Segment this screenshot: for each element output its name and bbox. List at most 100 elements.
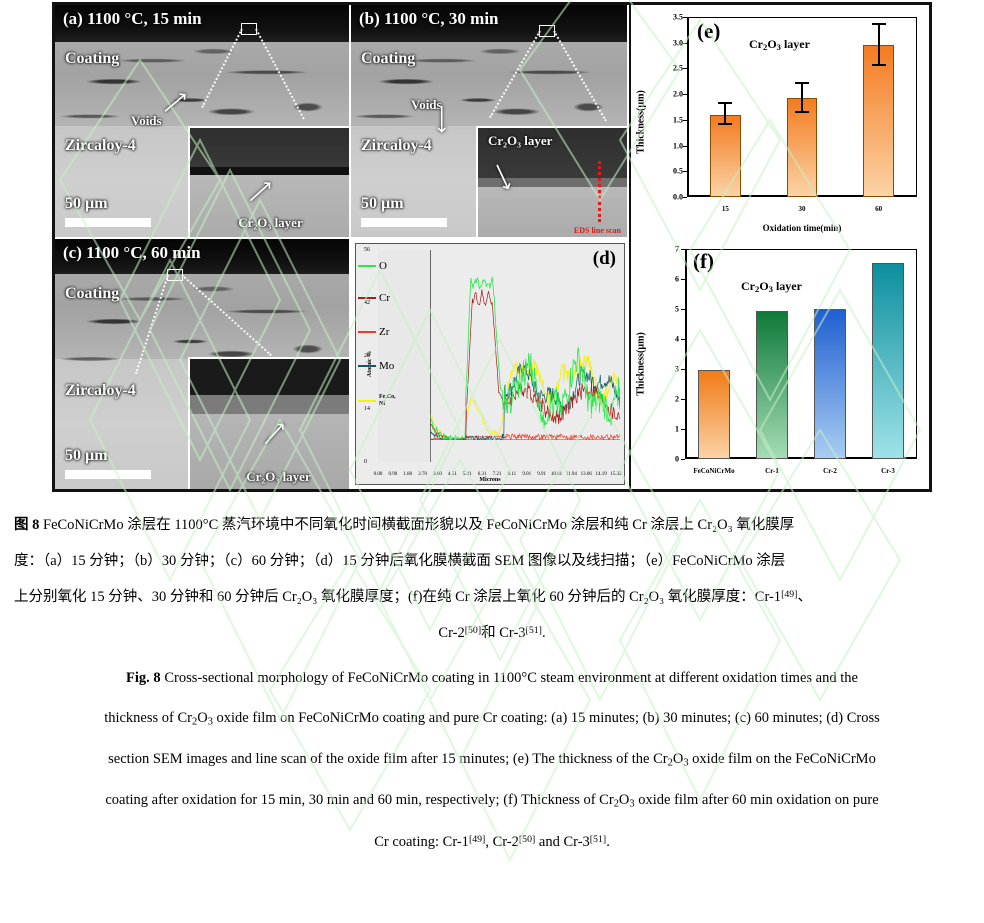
panel-a-id: (a) xyxy=(63,9,83,28)
caption-en-line-1: Fig. 8 Cross-sectional morphology of FeC… xyxy=(0,669,984,687)
caption-cn-line-2-text: 度：（a）15 分钟；（b）30 分钟；（c）60 分钟；（d）15 分钟后氧化… xyxy=(14,553,786,570)
caption-en-line-3-c: oxide film on the FeCoNiCrMo xyxy=(688,750,876,767)
caption-en-line-5: Cr coating: Cr-1[49], Cr-2[50] and Cr-3[… xyxy=(0,833,984,851)
zoom-region-box-a xyxy=(241,23,257,35)
panel-c-substrate-label: Zircaloy-4 xyxy=(65,381,136,399)
chart-f-ytick-label: 6 xyxy=(675,274,679,284)
scale-bar-a xyxy=(65,218,151,227)
caption-cn-period: . xyxy=(541,625,546,642)
caption-en-line-4: coating after oxidation for 15 min, 30 m… xyxy=(0,791,984,810)
caption-en-ref-49: [49] xyxy=(468,833,486,845)
chart-f-xtick-label: FeCoNiCrMo xyxy=(693,467,735,475)
panel-b-condition: 1100 °C, 30 min xyxy=(384,9,499,28)
panel-a-scale-label: 50 µm xyxy=(65,195,108,212)
caption-en-ref-51: [51] xyxy=(589,833,607,845)
inset-resin-a xyxy=(190,127,349,172)
panel-b-id: (b) xyxy=(359,9,380,28)
chart-e-ytick-mark xyxy=(683,42,687,44)
eds-line-scan-label: EDS line scan xyxy=(573,226,621,235)
panel-a-substrate-label: Zircaloy-4 xyxy=(65,137,136,155)
chart-d-xtick-label: 2.70 xyxy=(418,472,427,477)
chart-f-ytick-label: 0 xyxy=(675,454,679,464)
chart-d-xtick-label: 13.06 xyxy=(580,472,592,477)
chart-f-bar xyxy=(872,263,904,459)
caption-en-line-4-b: O xyxy=(618,792,630,809)
chart-d-xtick-label: 3.60 xyxy=(433,472,442,477)
panel-c-condition: 1100 °C, 60 min xyxy=(86,243,201,262)
chart-e-error-cap xyxy=(871,63,886,66)
chart-d-xtick-label: 0.90 xyxy=(388,472,398,477)
chart-e-y-axis-label: Thickness(µm) xyxy=(635,90,647,154)
chart-e-panel-label: (e) xyxy=(697,19,721,43)
chart-e-error-cap xyxy=(871,22,886,25)
chart-f-ytick-mark xyxy=(681,368,685,370)
chart-f-ytick-mark xyxy=(681,278,685,280)
chart-f-ytick-label: 3 xyxy=(675,364,679,374)
chart-f-annotation: Cr2O3 layer xyxy=(741,279,802,294)
chart-d-ytick-label: 56 xyxy=(364,247,370,253)
chart-f-ytick-label: 4 xyxy=(675,334,679,344)
chart-e-ytick-mark xyxy=(683,119,687,121)
caption-en-line-3-a: section SEM images and line scan of the … xyxy=(108,750,668,767)
caption-en-line-2-b: O xyxy=(197,709,208,726)
panel-a-inset: ⟶ Cr₂O₃ layer xyxy=(188,125,349,237)
caption-en-line-5-c: and Cr-3 xyxy=(535,833,590,850)
panel-c-inset: ⟶ Cr₂O₃ layer xyxy=(188,357,349,489)
caption-cn-cr2: Cr-2 xyxy=(438,625,465,642)
figure-caption-block: 图 8 FeCoNiCrMo 涂层在 1100°C 蒸汽环境中不同氧化时间横截面… xyxy=(0,500,984,851)
caption-cn-ref-50: [50] xyxy=(464,625,482,637)
caption-cn-figure-number: 图 8 xyxy=(14,517,40,533)
panel-a-inset-label: Cr₂O₃ layer xyxy=(238,215,303,230)
chart-panel-d: (d) Atomic % Microns 0 14 28 42 56 0.00 0.90 1… xyxy=(355,243,625,485)
caption-cn-ref-49: [49] xyxy=(781,589,798,601)
caption-en-line-5-a: Cr coating: Cr-1 xyxy=(374,833,469,850)
scale-bar-c xyxy=(65,470,151,479)
chart-f-ytick-mark xyxy=(681,459,685,460)
chart-e-error-cap xyxy=(795,81,809,84)
chart-f-ytick-label: 2 xyxy=(675,394,679,404)
chart-e-ytick-label: 0.5 xyxy=(673,166,683,176)
chart-f-ytick-label: 1 xyxy=(675,424,679,434)
panel-a-coating-label: Coating xyxy=(65,50,120,68)
chart-d-xtick-label: 1.80 xyxy=(403,472,413,477)
chart-d-legend-item: Cr xyxy=(358,292,390,304)
panel-a-condition: 1100 °C, 15 min xyxy=(87,9,202,28)
chart-e-ytick-mark xyxy=(683,17,687,18)
chart-d-xtick-label: 8.11 xyxy=(507,472,517,477)
chart-d-legend-label: Cr xyxy=(379,292,390,304)
chart-d-legend-swatch xyxy=(358,265,376,267)
inset-oxide-film-a xyxy=(190,167,349,175)
chart-d-legend-item: O xyxy=(358,260,387,272)
chart-f-xtick-label: Cr-3 xyxy=(881,467,895,475)
panel-b-substrate-label: Zircaloy-4 xyxy=(361,137,432,155)
chart-f-xtick-label: Cr-2 xyxy=(823,467,837,475)
chart-e-ytick-label: 2.5 xyxy=(673,63,683,73)
caption-en-line-2: thickness of Cr2O3 oxide film on FeCoNiC… xyxy=(0,709,984,728)
chart-e-ytick-label: 3.5 xyxy=(673,12,683,22)
caption-cn-ref-51: [51] xyxy=(525,625,542,637)
chart-e-error-bar xyxy=(801,83,803,113)
chart-f-bar xyxy=(814,309,846,459)
chart-e-ytick-label: 2.0 xyxy=(673,89,683,99)
caption-cn-line-3-end: 、 xyxy=(797,589,812,606)
chart-e-error-bar xyxy=(724,104,727,125)
chart-d-legend-item: Mo xyxy=(358,360,394,372)
chart-f-ytick-label: 7 xyxy=(675,244,679,254)
chart-d-legend-swatch xyxy=(358,297,376,299)
caption-cn-line-3: 上分别氧化 15 分钟、30 分钟和 60 分钟后 Cr₂O₃ 氧化膜厚度；(f… xyxy=(0,588,984,606)
caption-en-line-4-a: coating after oxidation for 15 min, 30 m… xyxy=(105,792,614,809)
chart-f-ytick-mark xyxy=(681,249,685,250)
caption-en-line-4-c: oxide film after 60 min oxidation on pur… xyxy=(634,792,879,809)
caption-en-line-2-c: oxide film on FeCoNiCrMo coating and pur… xyxy=(212,709,880,726)
chart-e-error-cap xyxy=(718,102,733,105)
panel-c-id: (c) xyxy=(63,243,82,262)
chart-e-annotation: Cr2O3 layer xyxy=(749,37,810,52)
sem-panel-a: (a) 1100 °C, 15 min Coating ⟶ Voids Zirc… xyxy=(55,5,351,239)
chart-f-ytick-mark xyxy=(681,399,685,400)
chart-d-ytick-label: 28 xyxy=(364,353,370,359)
chart-d-legend-label: Fe,Co, Ni xyxy=(379,394,396,407)
chart-f-ytick-label: 5 xyxy=(675,304,679,314)
chart-e-ytick-label: 0.0 xyxy=(673,192,683,202)
chart-d-xtick-label: 6.31 xyxy=(477,472,487,477)
chart-e-xtick-label: 15 xyxy=(721,205,729,213)
